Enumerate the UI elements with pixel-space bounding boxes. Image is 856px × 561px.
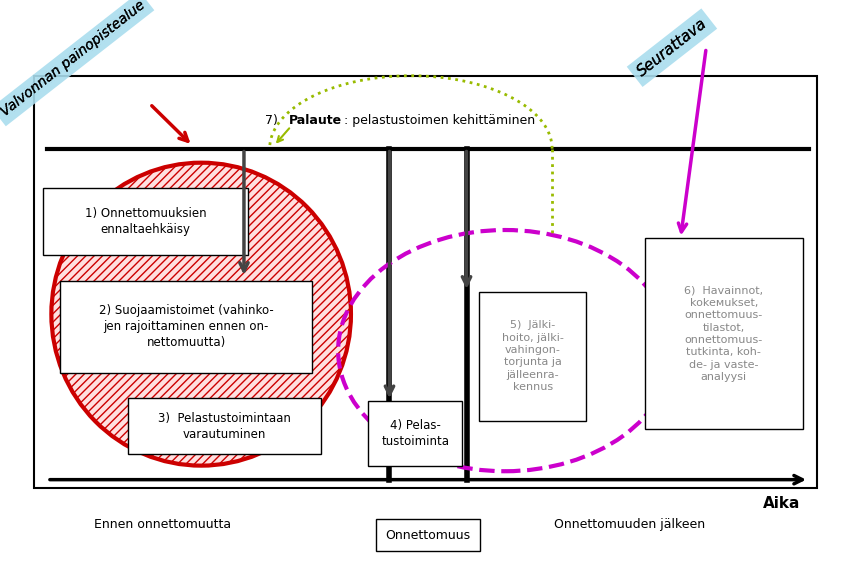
Text: Palaute: Palaute <box>288 114 342 127</box>
Text: Onnettomuus: Onnettomuus <box>385 529 471 542</box>
Text: : pelastustoimen kehittäminen: : pelastustoimen kehittäminen <box>344 114 535 127</box>
Ellipse shape <box>51 163 351 466</box>
Text: 7): 7) <box>265 114 282 127</box>
Text: Aika: Aika <box>763 496 800 512</box>
FancyBboxPatch shape <box>60 280 312 373</box>
Text: Valvonnan painopistealue: Valvonnan painopistealue <box>0 0 147 119</box>
FancyBboxPatch shape <box>368 401 462 466</box>
Text: 3)  Pelastustoimintaan
varautuminen: 3) Pelastustoimintaan varautuminen <box>158 412 291 441</box>
FancyBboxPatch shape <box>34 76 817 488</box>
FancyBboxPatch shape <box>376 519 480 551</box>
Text: 5)  Jälki-
hoito, jälki-
vahingon-
torjunta ja
jälleenra-
kennus: 5) Jälki- hoito, jälki- vahingon- torjun… <box>502 320 564 392</box>
FancyBboxPatch shape <box>645 238 803 429</box>
FancyBboxPatch shape <box>128 398 321 454</box>
Text: Onnettomuuden jälkeen: Onnettomuuden jälkeen <box>554 518 704 531</box>
Text: Ennen onnettomuutta: Ennen onnettomuutta <box>94 518 231 531</box>
Text: Seurattava: Seurattava <box>634 16 710 80</box>
Text: 2) Suojaamistoimet (vahinko-
jen rajoittaminen ennen on-
nettomuutta): 2) Suojaamistoimet (vahinko- jen rajoitt… <box>98 304 274 350</box>
Text: 6)  Havainnot,
kokeмukset,
onnettomuus-
tilastot,
onnettomuus-
tutkinta, koh-
de: 6) Havainnot, kokeмukset, onnettomuus- t… <box>684 286 764 382</box>
FancyBboxPatch shape <box>43 188 248 255</box>
Text: Valvonnan painopistealue: Valvonnan painopistealue <box>0 0 147 119</box>
Text: 4) Pelas-
tustoiminta: 4) Pelas- tustoiminta <box>381 419 449 448</box>
Text: Seurattava: Seurattava <box>634 16 710 80</box>
Text: 1) Onnettomuuksien
ennaltaehkäisy: 1) Onnettomuuksien ennaltaehkäisy <box>85 207 206 236</box>
FancyBboxPatch shape <box>479 292 586 421</box>
